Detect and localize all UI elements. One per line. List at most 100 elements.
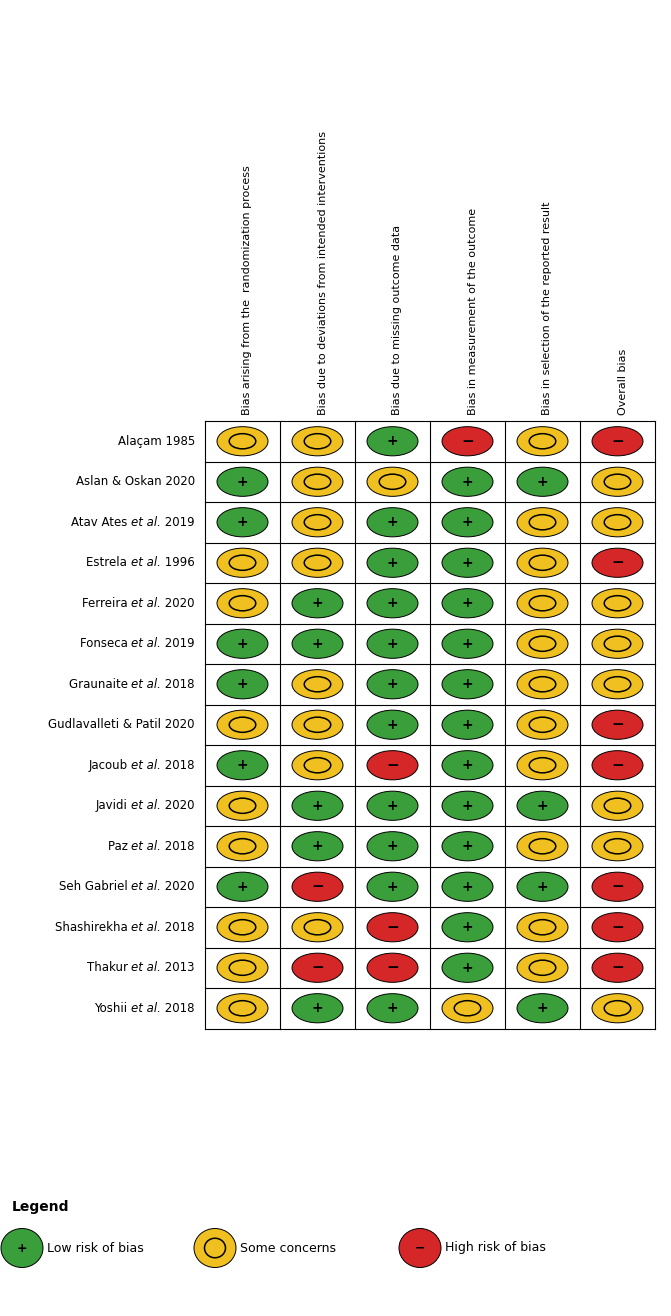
Text: Bias arising from the  randomization process: Bias arising from the randomization proc… xyxy=(242,166,252,415)
Text: Graunaite: Graunaite xyxy=(68,678,132,691)
Ellipse shape xyxy=(592,873,643,901)
Ellipse shape xyxy=(217,670,268,699)
Text: +: + xyxy=(462,920,473,934)
Text: Yoshii et al. 2018: Yoshii et al. 2018 xyxy=(95,1001,195,1015)
Text: +: + xyxy=(537,475,548,488)
Ellipse shape xyxy=(517,670,568,699)
Text: +: + xyxy=(462,799,473,813)
Text: +: + xyxy=(237,758,248,772)
Ellipse shape xyxy=(592,549,643,578)
Ellipse shape xyxy=(292,873,343,901)
Text: Aslan & Oskan 2020: Aslan & Oskan 2020 xyxy=(76,475,195,488)
Text: +: + xyxy=(462,555,473,570)
Ellipse shape xyxy=(592,508,643,537)
Text: −: − xyxy=(386,758,399,772)
Text: +: + xyxy=(386,678,399,691)
Text: +: + xyxy=(462,678,473,691)
Ellipse shape xyxy=(442,750,493,780)
Text: +: + xyxy=(462,758,473,772)
Ellipse shape xyxy=(442,588,493,617)
Text: −: − xyxy=(611,920,624,934)
Text: −: − xyxy=(386,961,399,975)
Text: 2018: 2018 xyxy=(161,840,195,853)
Ellipse shape xyxy=(442,549,493,578)
Text: Bias in measurement of the outcome: Bias in measurement of the outcome xyxy=(468,208,478,415)
Ellipse shape xyxy=(517,467,568,496)
Text: Bias in selection of the reported result: Bias in selection of the reported result xyxy=(542,201,552,415)
Ellipse shape xyxy=(367,670,418,699)
Text: 2019: 2019 xyxy=(161,637,195,650)
Text: et al.: et al. xyxy=(132,1001,161,1015)
Text: Shashirekha: Shashirekha xyxy=(55,921,132,934)
Text: Shashirekha et al. 2018: Shashirekha et al. 2018 xyxy=(55,921,195,934)
Ellipse shape xyxy=(217,832,268,861)
Ellipse shape xyxy=(442,994,493,1023)
Text: 2019: 2019 xyxy=(161,516,195,529)
Text: +: + xyxy=(312,799,323,813)
Ellipse shape xyxy=(517,873,568,901)
Ellipse shape xyxy=(442,629,493,658)
Ellipse shape xyxy=(367,913,418,942)
Ellipse shape xyxy=(292,467,343,496)
Text: Ferreira et al. 2020: Ferreira et al. 2020 xyxy=(82,596,195,609)
Text: Fonseca: Fonseca xyxy=(80,637,132,650)
Ellipse shape xyxy=(367,629,418,658)
Text: Paz et al. 2018: Paz et al. 2018 xyxy=(107,840,195,853)
Text: +: + xyxy=(386,596,399,611)
Text: Javidi et al. 2020: Javidi et al. 2020 xyxy=(96,799,195,812)
Ellipse shape xyxy=(517,549,568,578)
Ellipse shape xyxy=(217,913,268,942)
Text: +: + xyxy=(462,880,473,894)
Text: Low risk of bias: Low risk of bias xyxy=(47,1241,144,1254)
Text: Overall bias: Overall bias xyxy=(617,349,627,415)
Text: +: + xyxy=(462,475,473,488)
Text: −: − xyxy=(311,961,324,975)
Ellipse shape xyxy=(217,953,268,982)
Ellipse shape xyxy=(292,670,343,699)
Ellipse shape xyxy=(517,629,568,658)
Text: et al.: et al. xyxy=(132,678,161,691)
Ellipse shape xyxy=(367,791,418,820)
Text: Jacoub: Jacoub xyxy=(89,759,132,771)
Text: 2020: 2020 xyxy=(161,880,195,894)
Text: +: + xyxy=(537,880,548,894)
Text: +: + xyxy=(462,961,473,975)
Ellipse shape xyxy=(292,508,343,537)
Text: 2013: 2013 xyxy=(161,961,195,974)
Text: Jacoub et al. 2018: Jacoub et al. 2018 xyxy=(89,759,195,771)
Text: +: + xyxy=(462,637,473,650)
Text: +: + xyxy=(537,1001,548,1015)
Text: et al.: et al. xyxy=(132,596,161,609)
Ellipse shape xyxy=(194,1229,236,1267)
Text: +: + xyxy=(386,880,399,894)
Ellipse shape xyxy=(292,549,343,578)
Text: −: − xyxy=(415,1241,425,1254)
Text: −: − xyxy=(386,920,399,934)
Text: +: + xyxy=(462,840,473,853)
Text: 1996: 1996 xyxy=(161,557,195,570)
Text: Atav Ates et al. 2019: Atav Ates et al. 2019 xyxy=(71,516,195,529)
Ellipse shape xyxy=(292,750,343,780)
Ellipse shape xyxy=(1,1229,43,1267)
Text: +: + xyxy=(386,516,399,529)
Text: 2018: 2018 xyxy=(161,678,195,691)
Ellipse shape xyxy=(592,426,643,455)
Text: Seh Gabriel: Seh Gabriel xyxy=(59,880,132,894)
Ellipse shape xyxy=(217,711,268,740)
Ellipse shape xyxy=(517,750,568,780)
Ellipse shape xyxy=(367,750,418,780)
Text: et al.: et al. xyxy=(132,921,161,934)
Text: 2018: 2018 xyxy=(161,1001,195,1015)
Text: et al.: et al. xyxy=(132,880,161,894)
Text: +: + xyxy=(237,516,248,529)
Ellipse shape xyxy=(292,426,343,455)
Ellipse shape xyxy=(517,508,568,537)
Ellipse shape xyxy=(592,953,643,982)
Ellipse shape xyxy=(517,791,568,820)
Ellipse shape xyxy=(592,629,643,658)
Ellipse shape xyxy=(517,711,568,740)
Text: +: + xyxy=(386,637,399,650)
Ellipse shape xyxy=(292,994,343,1023)
Ellipse shape xyxy=(517,588,568,617)
Text: +: + xyxy=(312,840,323,853)
